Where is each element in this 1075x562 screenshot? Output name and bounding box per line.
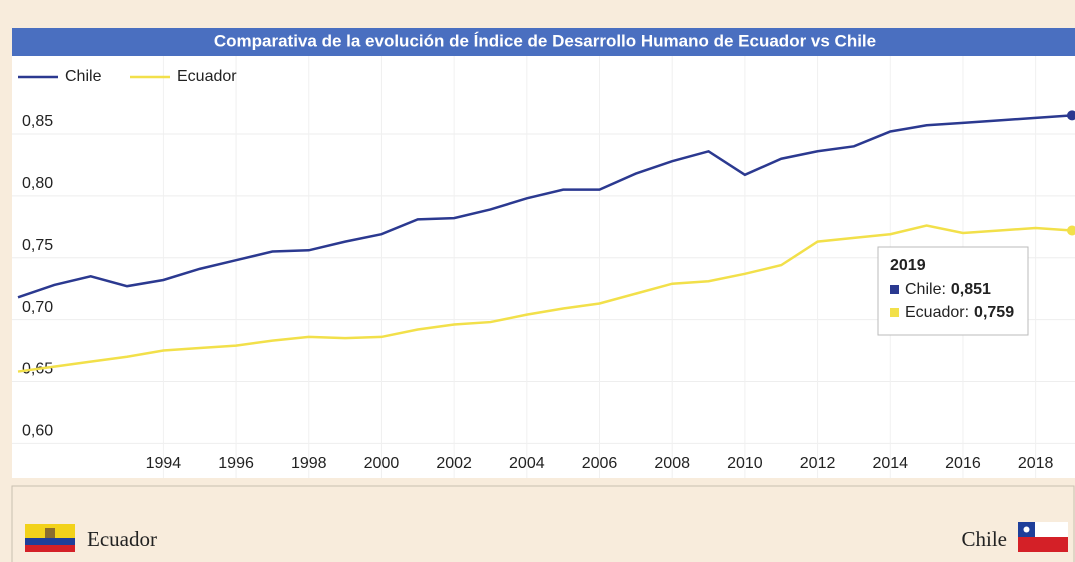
x-tick-label: 2016: [945, 455, 981, 472]
x-tick-label: 1998: [291, 455, 327, 472]
title-bar: [12, 28, 1075, 56]
tooltip-title: 2019: [890, 257, 926, 274]
x-tick-label: 2012: [800, 455, 836, 472]
y-tick-label: 0,85: [22, 113, 53, 130]
tooltip-swatch: [890, 285, 899, 294]
x-tick-label: 2010: [727, 455, 763, 472]
series-line: [17, 114, 1073, 299]
flag-ecuador: [25, 524, 75, 552]
y-tick-label: 0,70: [22, 299, 53, 316]
x-tick-label: 2014: [872, 455, 908, 472]
y-tick-label: 0,60: [22, 423, 53, 440]
x-tick-label: 2006: [582, 455, 618, 472]
series-line: [17, 224, 1073, 373]
tooltip-value: 0,759: [974, 304, 1014, 321]
tooltip-box: [877, 246, 1029, 336]
flag-chile: [1018, 522, 1068, 552]
x-tick-label: 2002: [436, 455, 472, 472]
footer-right: Chile: [962, 527, 1008, 551]
x-tick-label: 2008: [654, 455, 690, 472]
tooltip-item: Ecuador: 0,759: [905, 304, 1014, 321]
footer-left: Ecuador: [87, 527, 157, 551]
legend-label: Chile: [65, 68, 102, 85]
x-tick-label: 1996: [218, 455, 254, 472]
end-dot: [1067, 110, 1075, 121]
tooltip-label: Ecuador:: [905, 304, 969, 321]
tooltip: 2019 Chile: 0,851 Ecuador: 0,759: [877, 246, 1029, 336]
footer-panel: [11, 485, 1075, 562]
x-tick-label: 2000: [364, 455, 400, 472]
x-tick-label: 2004: [509, 455, 545, 472]
legend-label: Ecuador: [177, 68, 237, 85]
y-tick-label: 0,80: [22, 175, 53, 192]
tooltip-label: Chile:: [905, 281, 946, 298]
chart-title: Comparativa de la evolución de Índice de…: [214, 31, 876, 50]
end-dot: [1067, 225, 1075, 236]
x-tick-label: 1994: [146, 455, 182, 472]
y-tick-label: 0,75: [22, 237, 53, 254]
tooltip-swatch: [890, 308, 899, 317]
x-tick-label: 2018: [1018, 455, 1054, 472]
tooltip-value: 0,851: [951, 281, 991, 298]
tooltip-item: Chile: 0,851: [905, 281, 991, 298]
